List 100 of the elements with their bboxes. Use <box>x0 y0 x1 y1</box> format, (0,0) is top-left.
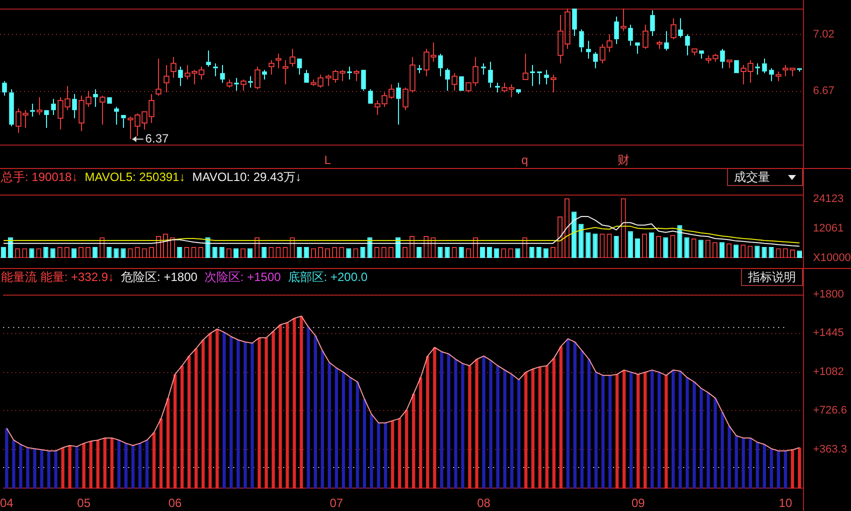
bar <box>543 248 548 258</box>
candlestick <box>396 82 401 126</box>
panel-button: 指标说明 <box>741 269 803 286</box>
bar <box>601 375 605 489</box>
bar <box>33 448 36 489</box>
bar <box>304 247 309 258</box>
bar <box>5 428 8 489</box>
bar <box>580 350 584 489</box>
candlestick <box>282 60 288 85</box>
candlestick <box>72 94 77 119</box>
candlestick <box>368 88 373 104</box>
y-tick-label: +363.3 <box>813 443 847 456</box>
bar <box>454 359 458 489</box>
bar <box>706 392 710 489</box>
bar <box>628 231 633 258</box>
candlestick <box>44 110 49 128</box>
bar <box>248 248 253 258</box>
text: 次险区: +1500 <box>204 270 281 284</box>
y-tick-label: +1445 <box>813 326 844 339</box>
bar <box>734 244 739 258</box>
bar <box>529 247 534 258</box>
bar <box>416 247 422 258</box>
bar <box>306 326 310 489</box>
bar <box>173 374 177 489</box>
bar <box>334 368 338 489</box>
bar <box>145 440 149 489</box>
text: MAVOL5: 250391↓ <box>84 170 186 184</box>
bar <box>770 448 774 489</box>
bar <box>71 248 76 258</box>
candlestick <box>481 62 486 76</box>
bar <box>776 450 780 489</box>
bar <box>720 412 724 489</box>
bar <box>615 374 619 489</box>
bar <box>510 374 514 489</box>
bar <box>698 240 704 258</box>
bar <box>494 248 500 258</box>
candlestick <box>762 58 767 74</box>
bar <box>489 360 492 489</box>
bar <box>622 370 626 489</box>
bar <box>587 359 591 489</box>
y-tick-label: X10000 <box>813 252 851 264</box>
bar <box>384 422 388 489</box>
bar <box>762 247 767 258</box>
bar <box>286 322 289 489</box>
candlestick <box>220 64 225 84</box>
x-tick-label: q <box>521 153 528 168</box>
x-tick-label: 08 <box>477 496 491 510</box>
bar <box>768 247 774 258</box>
bar <box>608 375 612 489</box>
candlestick <box>36 96 42 116</box>
bar <box>636 374 640 489</box>
bar <box>390 420 394 489</box>
bar <box>482 356 486 489</box>
candlestick <box>304 69 309 83</box>
bar <box>552 358 556 489</box>
bar <box>440 352 444 489</box>
bar <box>487 247 492 258</box>
bar <box>447 354 450 489</box>
x-tick-label: 06 <box>168 496 182 510</box>
bar <box>728 426 731 489</box>
bar <box>244 342 247 489</box>
candlestick <box>530 64 535 86</box>
bar <box>47 450 50 489</box>
bar <box>92 247 98 258</box>
candlestick <box>2 80 7 96</box>
bar <box>120 248 126 258</box>
bar <box>545 366 548 489</box>
bar <box>272 331 275 489</box>
bar <box>572 212 577 258</box>
candlestick <box>93 88 98 108</box>
bar <box>503 370 506 489</box>
candlestick <box>650 10 655 36</box>
candlestick <box>614 16 619 45</box>
bar <box>790 450 794 489</box>
bar <box>517 380 520 489</box>
bar <box>61 448 64 489</box>
bar <box>496 366 500 489</box>
candlestick <box>628 24 633 46</box>
bar <box>117 440 121 489</box>
bar <box>233 248 239 258</box>
candlestick <box>544 69 549 85</box>
candlestick <box>354 69 360 82</box>
candlestick <box>720 48 725 69</box>
candlestick <box>692 48 698 56</box>
candlestick <box>156 58 162 96</box>
bar <box>342 372 346 489</box>
bar <box>236 340 240 489</box>
bar <box>458 247 464 258</box>
bar <box>566 338 570 489</box>
bar <box>614 236 619 258</box>
text: 总手: 190018↓ <box>1 170 78 184</box>
bar <box>630 372 633 489</box>
bar <box>177 247 182 258</box>
bar <box>684 237 690 258</box>
candlestick <box>635 42 640 54</box>
bar <box>43 247 48 258</box>
candlestick <box>347 66 352 80</box>
bar <box>362 399 366 489</box>
bar <box>538 366 542 489</box>
candlestick <box>100 95 106 126</box>
